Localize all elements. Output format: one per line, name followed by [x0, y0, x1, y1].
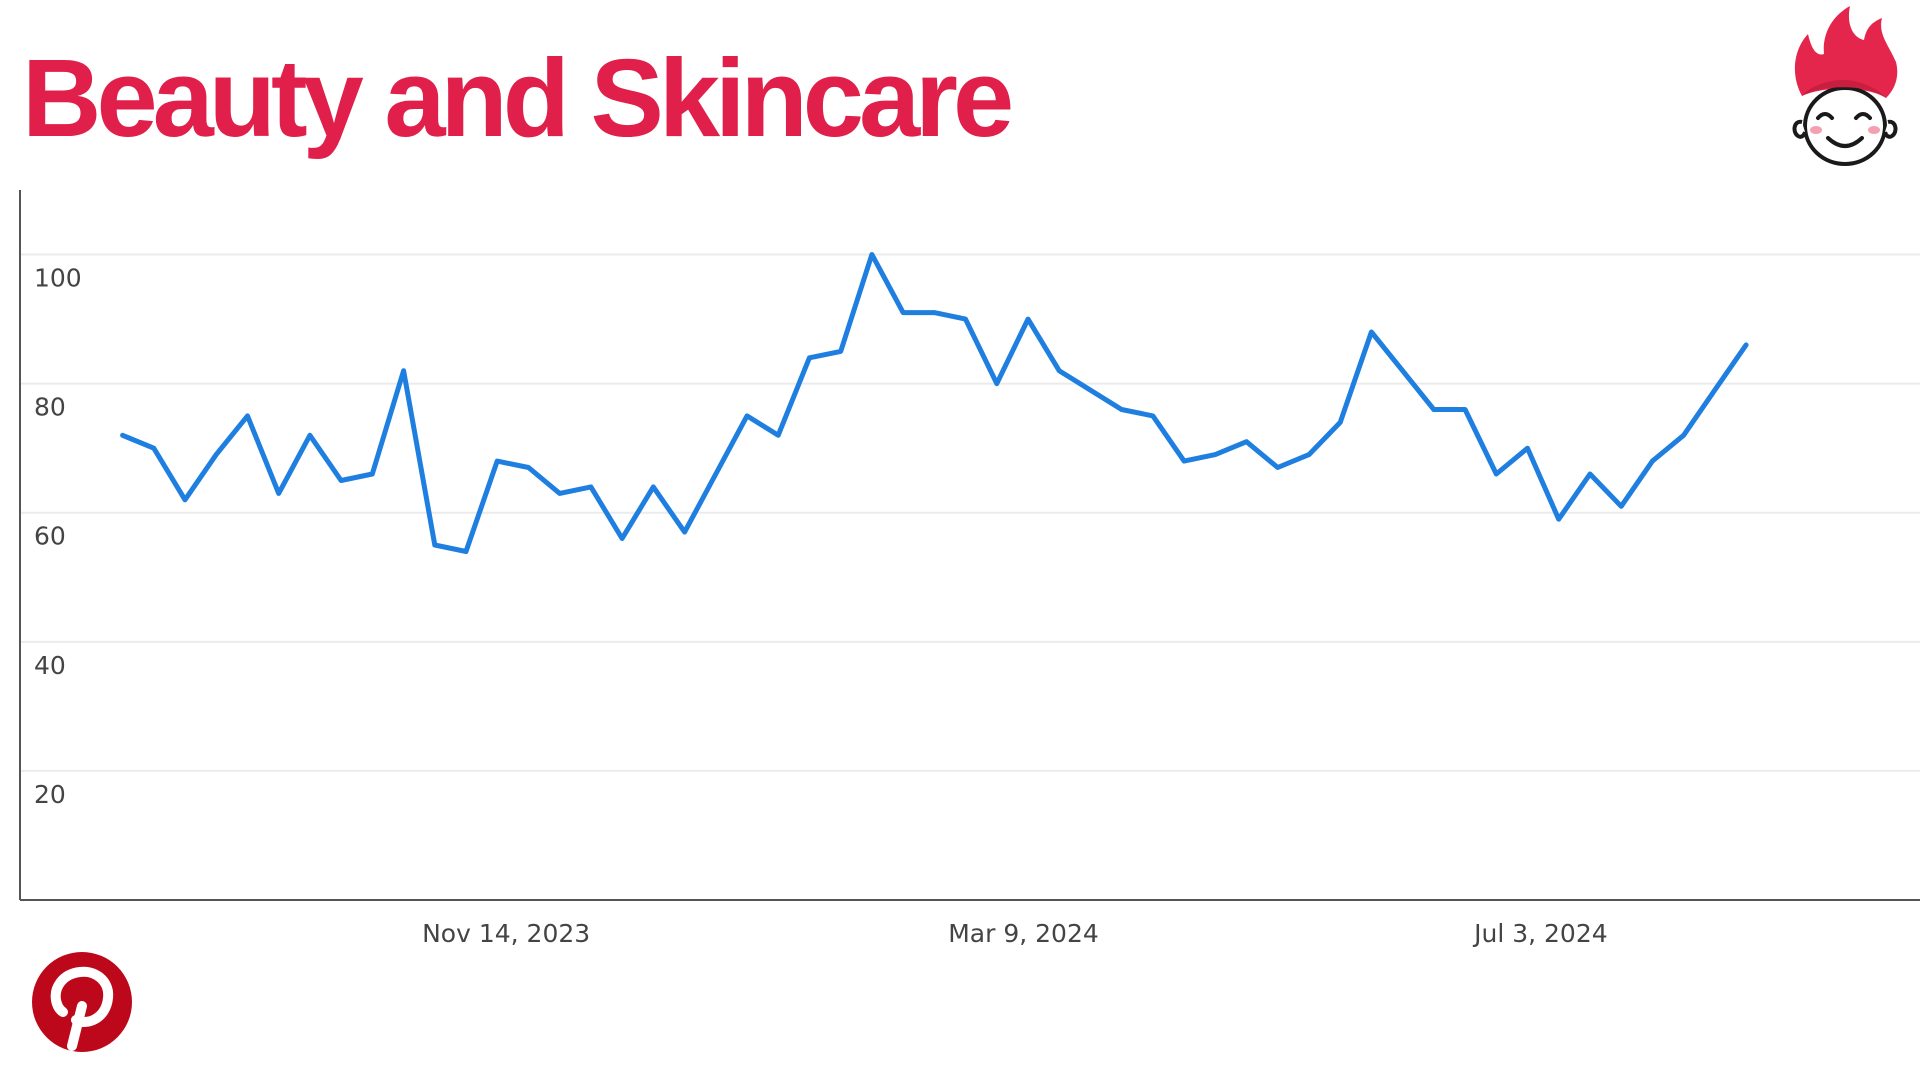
x-axis-ticks: Nov 14, 2023 Mar 9, 2024 Jul 3, 2024 [422, 919, 1608, 948]
x-tick-label: Nov 14, 2023 [422, 919, 590, 948]
flame-hair-icon [1794, 6, 1898, 98]
flame-hair-face-logo [1792, 6, 1898, 166]
y-tick-label: 40 [34, 651, 66, 680]
gridlines [20, 253, 1920, 772]
page-title: Beauty and Skincare [22, 37, 1014, 160]
y-tick-label: 80 [34, 393, 66, 422]
pinterest-p-icon [50, 966, 114, 1051]
x-tick-label: Jul 3, 2024 [1472, 919, 1608, 948]
smiling-face-icon [1792, 80, 1898, 166]
y-tick-label: 20 [34, 780, 66, 809]
trend-line-chart: 20 40 60 80 100 Nov 14, 2023 Mar 9, 2024 Jul 3… [19, 190, 1920, 948]
pinterest-logo [32, 952, 132, 1052]
series-line [120, 252, 1749, 554]
y-tick-label: 60 [34, 522, 66, 551]
x-tick-label: Mar 9, 2024 [948, 919, 1099, 948]
y-axis-ticks: 20 40 60 80 100 [34, 264, 82, 809]
y-tick-label: 100 [34, 264, 82, 293]
